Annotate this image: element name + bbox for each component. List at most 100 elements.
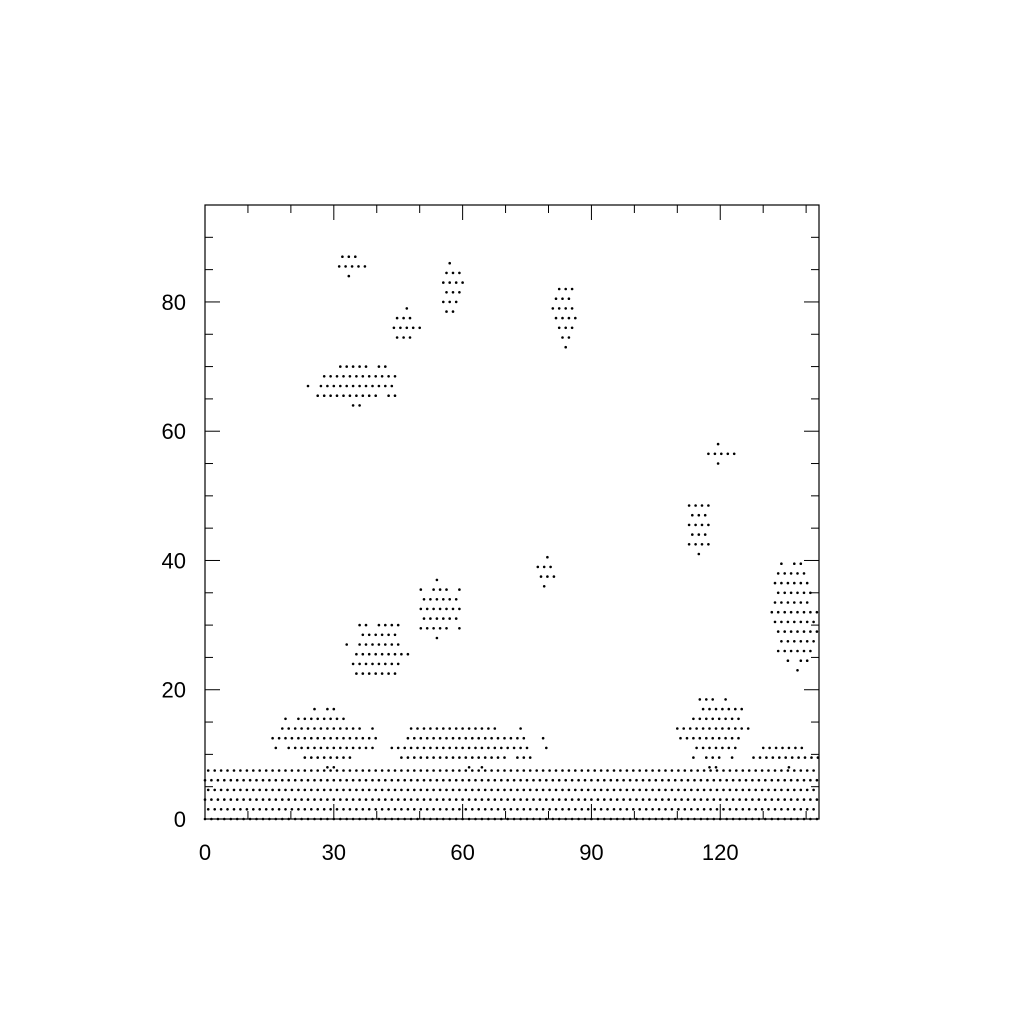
data-point xyxy=(368,634,371,637)
data-point xyxy=(320,798,323,801)
data-point xyxy=(471,789,474,792)
data-point xyxy=(698,514,701,517)
data-point xyxy=(658,808,661,811)
data-point xyxy=(762,747,765,750)
data-point xyxy=(698,553,701,556)
x-tick-label: 120 xyxy=(702,840,739,865)
data-point xyxy=(436,617,439,620)
data-point xyxy=(687,798,690,801)
data-point xyxy=(590,798,593,801)
data-point xyxy=(800,562,803,565)
data-point xyxy=(397,624,400,627)
data-point xyxy=(326,708,329,711)
data-point xyxy=(717,443,720,446)
data-point xyxy=(484,808,487,811)
data-point xyxy=(708,708,711,711)
data-point xyxy=(661,798,664,801)
data-point xyxy=(729,769,732,772)
data-point xyxy=(510,789,513,792)
data-point xyxy=(339,798,342,801)
data-point xyxy=(423,779,426,782)
data-point xyxy=(420,756,423,759)
data-point xyxy=(217,779,220,782)
data-point xyxy=(307,779,310,782)
data-point xyxy=(358,727,361,730)
data-point xyxy=(342,718,345,721)
data-point xyxy=(587,769,590,772)
data-point xyxy=(394,672,397,675)
data-point xyxy=(394,375,397,378)
data-point xyxy=(561,769,564,772)
data-point xyxy=(484,789,487,792)
data-point xyxy=(718,718,721,721)
data-point xyxy=(701,524,704,527)
data-point xyxy=(688,543,691,546)
data-point xyxy=(787,582,790,585)
data-point xyxy=(423,727,426,730)
data-point xyxy=(458,769,461,772)
data-point xyxy=(445,789,448,792)
data-point xyxy=(787,808,790,811)
data-point xyxy=(384,798,387,801)
data-point xyxy=(384,663,387,666)
data-point xyxy=(790,779,793,782)
data-point xyxy=(426,789,429,792)
data-point xyxy=(674,779,677,782)
data-point xyxy=(275,747,278,750)
data-point xyxy=(477,789,480,792)
data-point xyxy=(258,769,261,772)
data-point xyxy=(545,747,548,750)
data-point xyxy=(297,737,300,740)
data-point xyxy=(705,737,708,740)
data-point xyxy=(724,698,727,701)
data-point xyxy=(803,650,806,653)
data-point xyxy=(471,737,474,740)
data-point xyxy=(516,756,519,759)
data-point xyxy=(316,808,319,811)
data-point xyxy=(357,265,360,268)
data-point xyxy=(735,769,738,772)
data-point xyxy=(465,737,468,740)
data-point xyxy=(448,598,451,601)
data-point xyxy=(300,727,303,730)
data-point xyxy=(816,630,819,633)
data-point xyxy=(442,598,445,601)
data-point xyxy=(445,756,448,759)
data-point xyxy=(351,265,354,268)
data-point xyxy=(223,798,226,801)
data-point xyxy=(526,747,529,750)
data-point xyxy=(767,769,770,772)
data-point xyxy=(715,747,718,750)
data-point xyxy=(365,663,368,666)
data-point xyxy=(698,533,701,536)
data-point xyxy=(409,317,412,320)
data-point xyxy=(801,747,804,750)
data-point xyxy=(252,789,255,792)
data-point xyxy=(378,663,381,666)
data-point xyxy=(368,672,371,675)
data-point xyxy=(371,798,374,801)
data-point xyxy=(704,533,707,536)
data-point xyxy=(568,789,571,792)
data-point xyxy=(455,598,458,601)
data-point xyxy=(333,708,336,711)
data-point xyxy=(581,769,584,772)
data-point xyxy=(406,307,409,310)
data-point xyxy=(220,789,223,792)
data-point xyxy=(439,769,442,772)
data-point xyxy=(429,617,432,620)
data-point xyxy=(561,297,564,300)
data-point xyxy=(355,375,358,378)
data-point xyxy=(694,524,697,527)
data-point xyxy=(316,394,319,397)
data-point xyxy=(796,650,799,653)
data-point xyxy=(368,737,371,740)
data-point xyxy=(764,798,767,801)
data-point xyxy=(342,756,345,759)
data-point xyxy=(284,769,287,772)
data-point xyxy=(709,769,712,772)
data-point xyxy=(393,327,396,330)
data-point xyxy=(503,769,506,772)
data-point xyxy=(774,808,777,811)
data-point xyxy=(568,808,571,811)
